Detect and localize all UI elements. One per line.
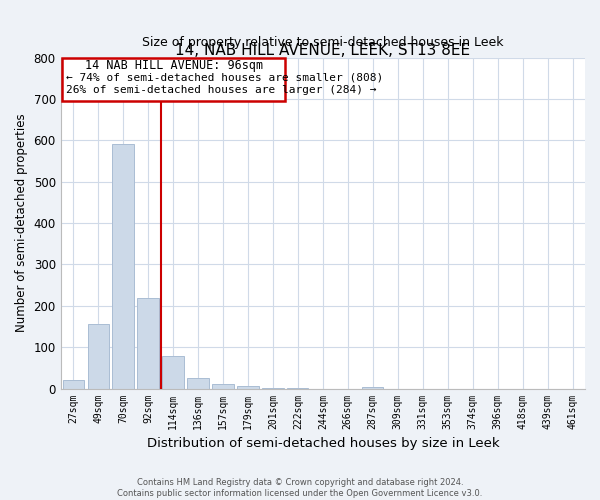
FancyBboxPatch shape — [62, 58, 286, 101]
Text: ← 74% of semi-detached houses are smaller (808): ← 74% of semi-detached houses are smalle… — [65, 72, 383, 83]
Bar — [163, 356, 184, 388]
X-axis label: Distribution of semi-detached houses by size in Leek: Distribution of semi-detached houses by … — [146, 437, 499, 450]
Title: 14, NAB HILL AVENUE, LEEK, ST13 8EE: 14, NAB HILL AVENUE, LEEK, ST13 8EE — [175, 42, 470, 58]
Text: 26% of semi-detached houses are larger (284) →: 26% of semi-detached houses are larger (… — [65, 85, 376, 95]
Bar — [238, 386, 259, 388]
Bar — [62, 380, 84, 388]
Bar — [88, 324, 109, 388]
Bar — [187, 378, 209, 388]
Y-axis label: Number of semi-detached properties: Number of semi-detached properties — [15, 114, 28, 332]
Text: Contains HM Land Registry data © Crown copyright and database right 2024.
Contai: Contains HM Land Registry data © Crown c… — [118, 478, 482, 498]
Bar — [212, 384, 233, 388]
Bar — [112, 144, 134, 388]
Text: Size of property relative to semi-detached houses in Leek: Size of property relative to semi-detach… — [142, 36, 503, 50]
Bar — [137, 298, 158, 388]
Text: 14 NAB HILL AVENUE: 96sqm: 14 NAB HILL AVENUE: 96sqm — [85, 60, 263, 72]
